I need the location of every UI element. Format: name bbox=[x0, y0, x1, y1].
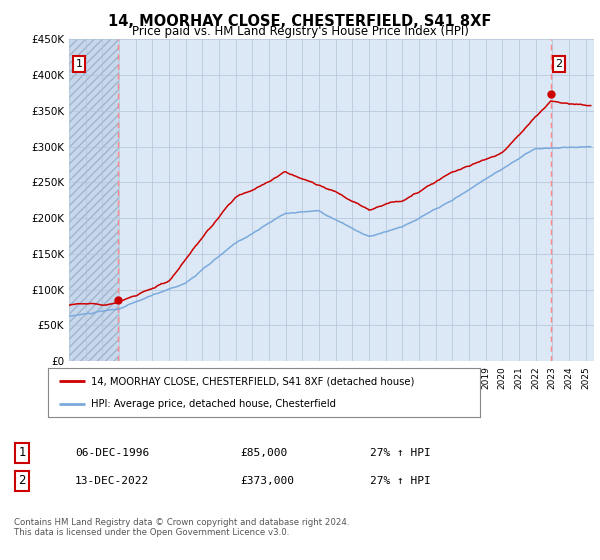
Text: 06-DEC-1996: 06-DEC-1996 bbox=[75, 447, 149, 458]
Text: 13-DEC-2022: 13-DEC-2022 bbox=[75, 475, 149, 486]
Text: £85,000: £85,000 bbox=[240, 447, 287, 458]
Bar bbox=[69, 39, 119, 361]
Text: 14, MOORHAY CLOSE, CHESTERFIELD, S41 8XF: 14, MOORHAY CLOSE, CHESTERFIELD, S41 8XF bbox=[109, 14, 491, 29]
Text: 2: 2 bbox=[556, 59, 563, 69]
Text: 27% ↑ HPI: 27% ↑ HPI bbox=[370, 475, 431, 486]
Text: 14, MOORHAY CLOSE, CHESTERFIELD, S41 8XF (detached house): 14, MOORHAY CLOSE, CHESTERFIELD, S41 8XF… bbox=[91, 376, 415, 386]
Bar bbox=[69, 39, 119, 361]
Text: 2: 2 bbox=[18, 474, 26, 487]
Text: Contains HM Land Registry data © Crown copyright and database right 2024.
This d: Contains HM Land Registry data © Crown c… bbox=[14, 517, 349, 537]
Text: HPI: Average price, detached house, Chesterfield: HPI: Average price, detached house, Ches… bbox=[91, 399, 336, 409]
Text: Price paid vs. HM Land Registry's House Price Index (HPI): Price paid vs. HM Land Registry's House … bbox=[131, 25, 469, 38]
Text: 27% ↑ HPI: 27% ↑ HPI bbox=[370, 447, 431, 458]
Text: 1: 1 bbox=[18, 446, 26, 459]
Text: £373,000: £373,000 bbox=[240, 475, 294, 486]
Text: 1: 1 bbox=[76, 59, 83, 69]
